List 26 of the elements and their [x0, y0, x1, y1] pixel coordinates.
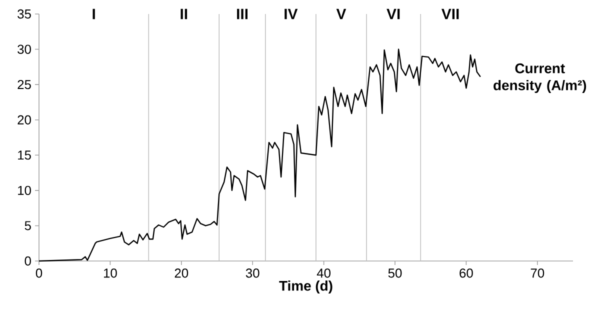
y-axis-title: Current density (A/m²) [494, 63, 586, 93]
x-tick-label: 40 [316, 268, 330, 278]
x-axis-title: Time (d) [279, 280, 332, 294]
y-tick-label: 15 [18, 150, 31, 160]
x-tick-label: 60 [460, 268, 473, 278]
x-tick-label: 30 [246, 268, 260, 278]
x-tick-label: 70 [530, 268, 544, 278]
line-series [38, 48, 482, 262]
x-tick-label: 0 [36, 268, 42, 278]
y-tick-label: 25 [18, 80, 31, 90]
y-tick-label: 0 [24, 256, 31, 266]
annotation: III [237, 8, 248, 20]
annotation: VI [386, 8, 400, 20]
annotation: I [92, 8, 95, 20]
y-tick-label: 30 [18, 44, 31, 54]
x-tick-label: 10 [104, 268, 117, 278]
annotation: II [180, 8, 188, 20]
annotation: V [336, 8, 346, 20]
annotation: VII [442, 8, 459, 20]
x-tick-label: 50 [388, 268, 402, 278]
y-tick-label: 35 [18, 9, 31, 19]
y-tick-label: 5 [24, 221, 31, 230]
x-tick-label: 20 [174, 268, 188, 278]
annotation: IV [284, 8, 298, 20]
y-tick-label: 10 [18, 186, 31, 196]
y-tick-label: 20 [18, 115, 31, 124]
